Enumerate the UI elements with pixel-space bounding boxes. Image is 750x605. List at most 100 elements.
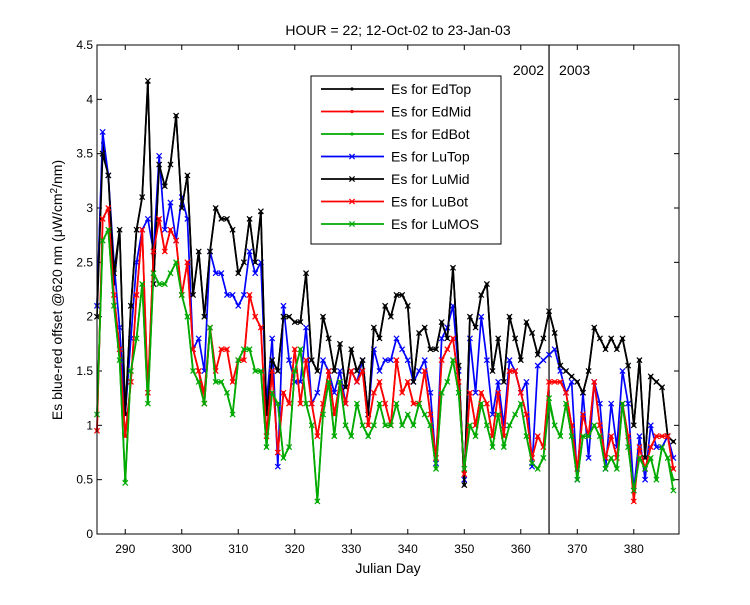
data-point: [229, 226, 236, 233]
data-point: [167, 270, 174, 277]
x-tick-label: 370: [567, 542, 587, 556]
data-point: [664, 433, 671, 440]
data-point: [427, 346, 434, 353]
data-point: [647, 454, 654, 461]
data-point: [342, 400, 349, 407]
data-point: [195, 378, 202, 385]
data-point: [246, 215, 253, 222]
data-point: [512, 411, 519, 418]
data-point: [523, 411, 530, 418]
data-point: [206, 324, 214, 331]
data-point: [269, 367, 276, 375]
data-point: [133, 226, 140, 233]
data-point: [619, 400, 626, 407]
data-point: [314, 389, 321, 396]
y-tick-label: 4.5: [76, 38, 93, 52]
data-point: [218, 378, 225, 385]
data-point: [240, 357, 247, 364]
data-point: [229, 291, 236, 298]
data-point: [331, 389, 338, 396]
y-tick-label: 3: [86, 201, 93, 215]
data-point: [336, 340, 343, 347]
data-point: [105, 226, 112, 233]
data-point: [596, 433, 603, 440]
data-point: [235, 357, 242, 364]
series-4: [93, 77, 677, 489]
data-point: [235, 302, 242, 309]
y-tick-label: 2: [86, 310, 93, 324]
chart-title: HOUR = 22; 12-Oct-02 to 23-Jan-03: [285, 22, 510, 38]
data-point: [393, 335, 400, 342]
data-point: [404, 378, 411, 385]
data-point: [483, 281, 490, 288]
y-axis-label-part1: Es blue-red offset @620 nm (: [49, 237, 65, 420]
data-point: [116, 357, 123, 364]
x-tick-label: 330: [341, 542, 361, 556]
data-point: [342, 422, 349, 429]
data-point: [314, 367, 321, 375]
data-point: [156, 161, 163, 168]
data-point: [517, 389, 524, 396]
data-point: [585, 367, 592, 375]
data-point: [257, 367, 264, 375]
data-point: [150, 248, 157, 255]
data-point: [562, 389, 570, 396]
data-point: [546, 378, 553, 385]
data-point: [280, 454, 287, 461]
data-point: [99, 237, 106, 244]
data-point: [670, 487, 677, 494]
series-group: [93, 77, 677, 505]
data-point: [274, 367, 281, 375]
legend-item: Es for LuMid: [321, 171, 470, 187]
data-point: [534, 465, 541, 472]
data-point: [659, 384, 666, 391]
data-point: [376, 367, 383, 375]
data-point: [269, 335, 276, 342]
data-point: [472, 389, 479, 396]
data-point: [399, 389, 406, 396]
data-point: [562, 367, 570, 375]
data-point: [591, 324, 598, 331]
legend-item: Es for LuBot: [321, 194, 468, 210]
data-point: [540, 335, 547, 342]
data-point: [421, 411, 428, 418]
data-point: [161, 183, 168, 190]
data-point: [568, 373, 575, 380]
data-point: [517, 357, 524, 364]
data-point: [382, 302, 389, 309]
data-point: [223, 215, 230, 222]
legend-item: Es for EdTop: [321, 81, 471, 97]
data-point: [523, 378, 530, 385]
data-point: [139, 194, 146, 201]
data-point: [591, 422, 598, 429]
data-point: [325, 367, 332, 375]
data-point: [630, 487, 637, 494]
data-point: [190, 367, 197, 375]
data-point: [438, 335, 445, 342]
data-point: [280, 389, 287, 396]
data-point: [393, 291, 400, 298]
data-point: [387, 313, 394, 320]
data-point: [478, 291, 485, 298]
data-point: [156, 215, 163, 222]
data-point: [303, 324, 310, 331]
data-point: [438, 357, 445, 364]
data-point: [506, 357, 513, 364]
data-point: [495, 411, 502, 418]
legend-item: Es for EdMid: [321, 104, 471, 120]
data-point: [286, 357, 293, 364]
data-point: [664, 454, 671, 461]
data-point: [495, 389, 502, 396]
data-point: [376, 400, 383, 407]
data-point: [252, 270, 259, 277]
data-point: [173, 237, 180, 244]
data-point: [478, 313, 485, 320]
data-point: [350, 109, 354, 114]
data-point: [280, 313, 287, 320]
data-point: [325, 378, 332, 385]
data-point: [127, 302, 134, 309]
data-point: [444, 346, 451, 353]
data-point: [116, 226, 123, 233]
data-point: [348, 175, 356, 183]
